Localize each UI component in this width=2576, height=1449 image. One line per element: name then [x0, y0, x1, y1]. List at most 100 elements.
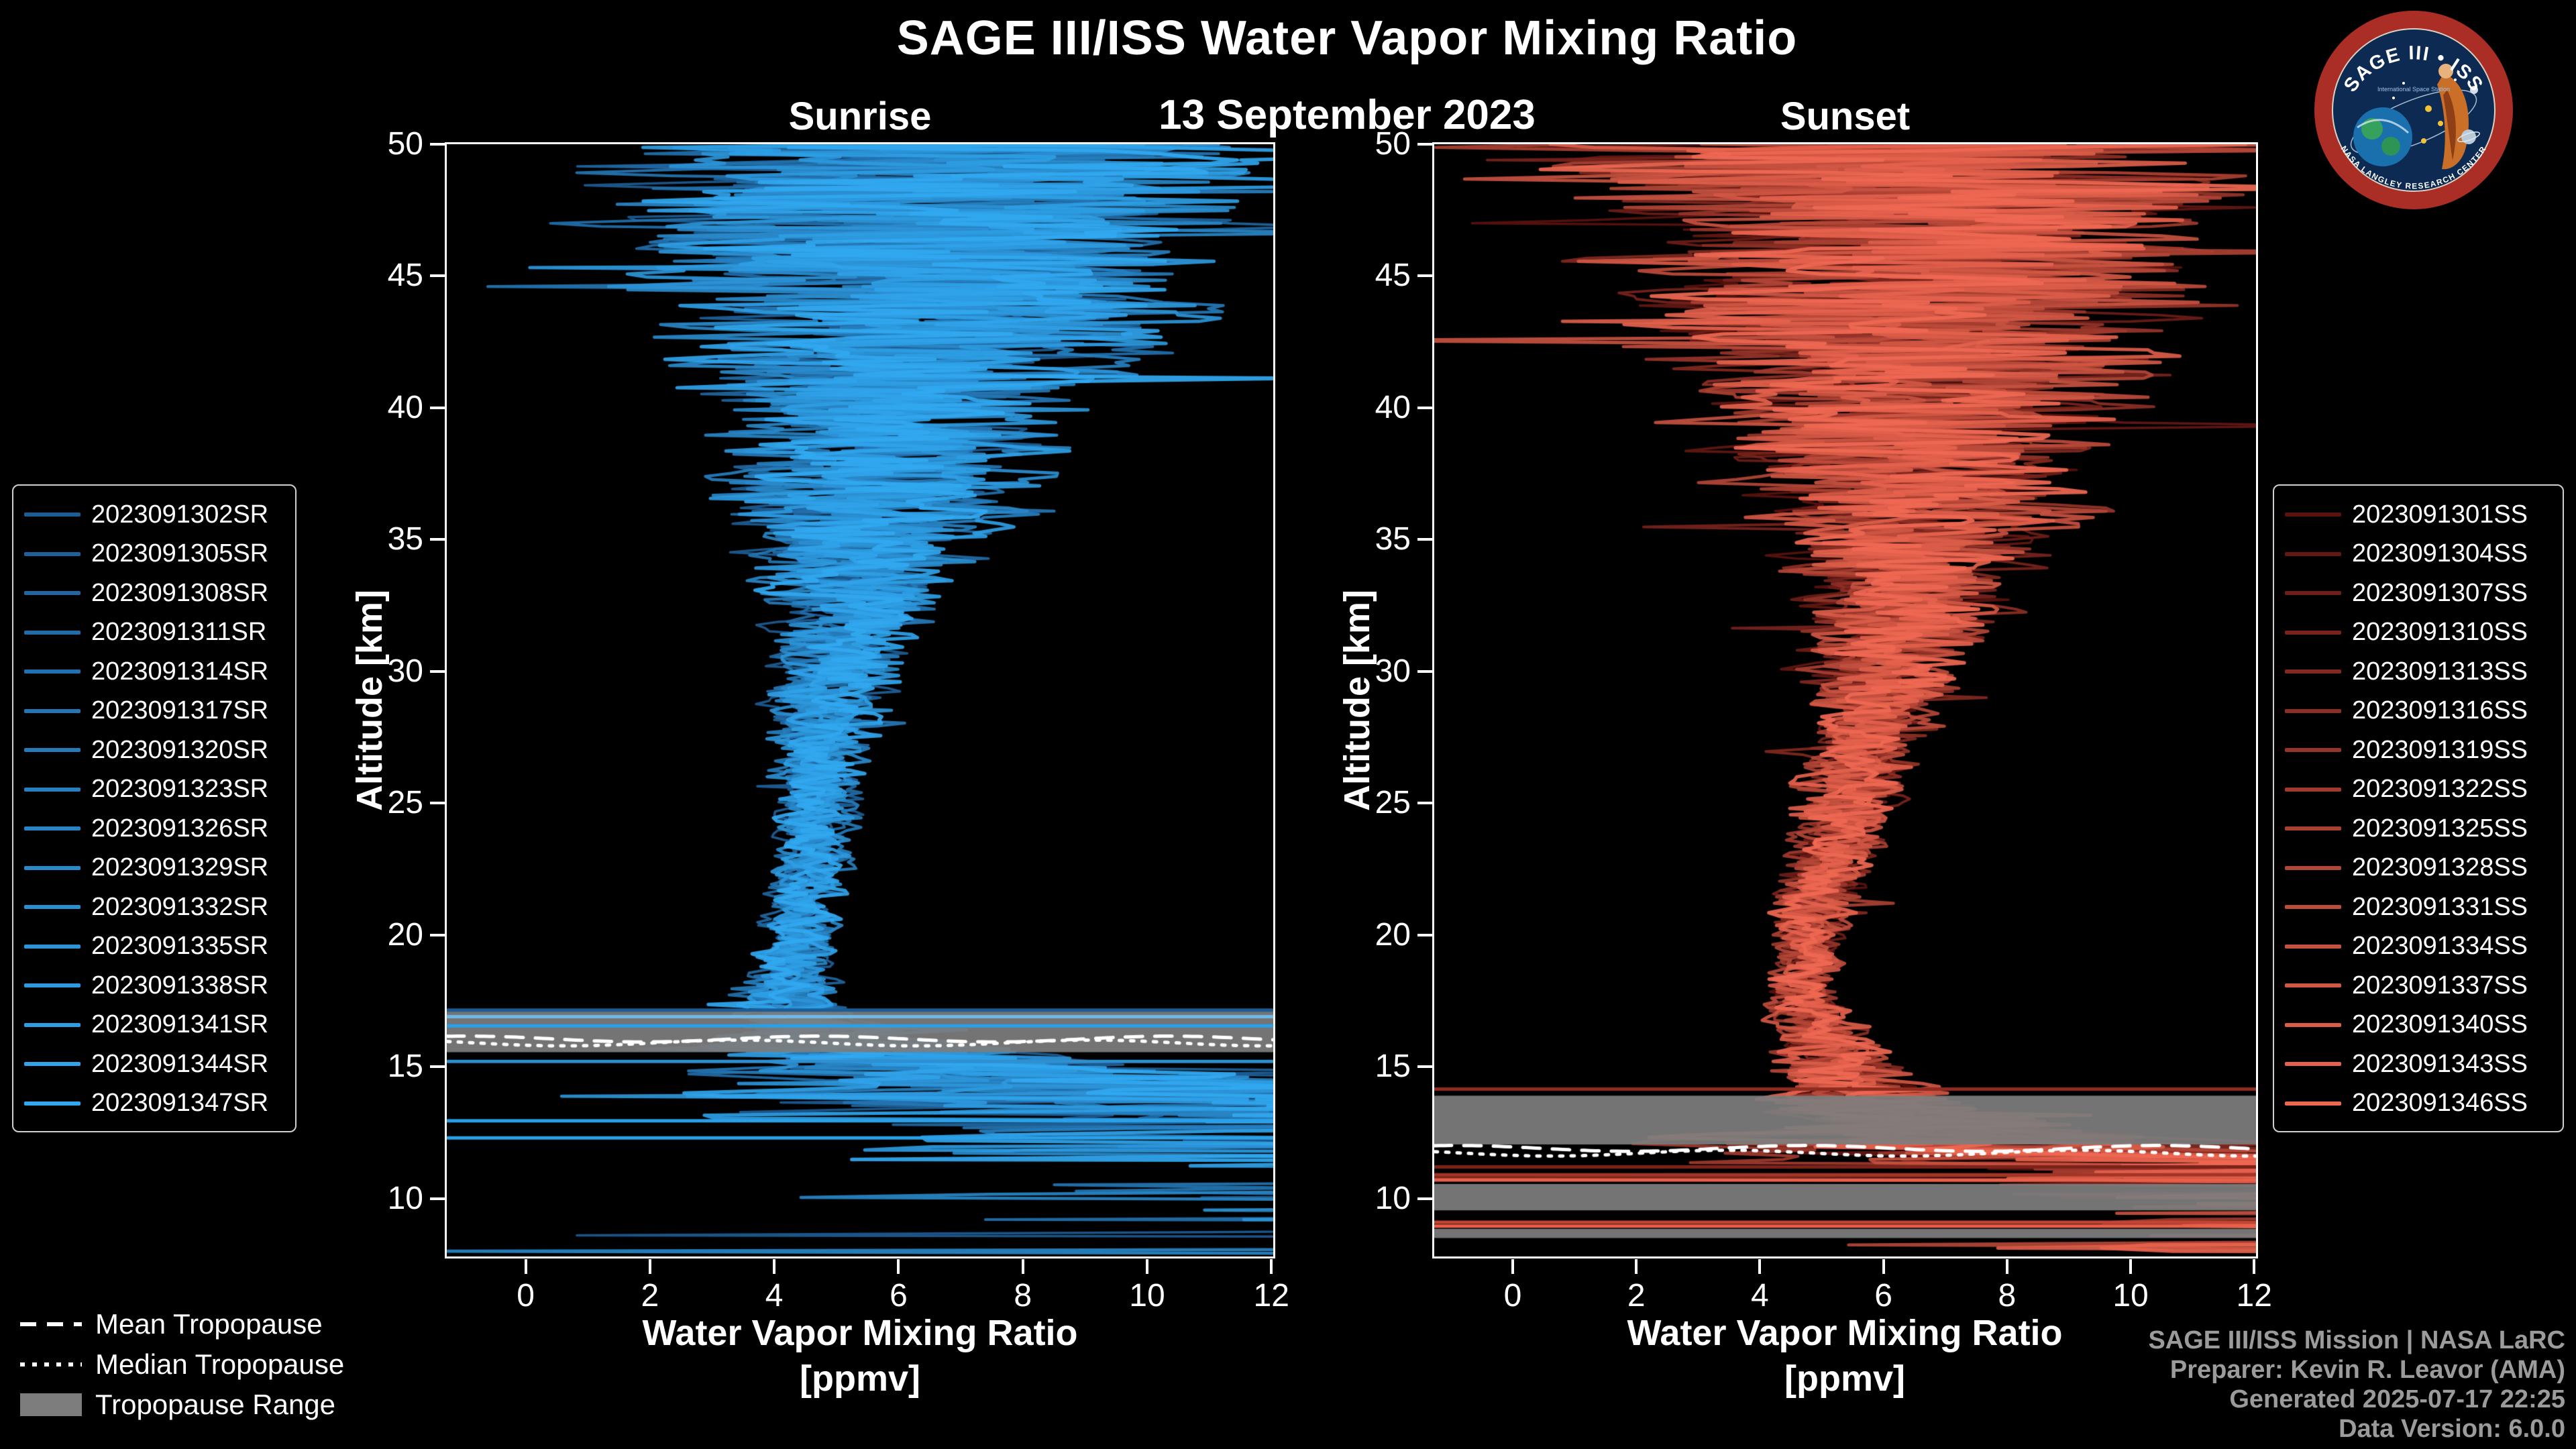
credit-preparer: Preparer: Kevin R. Leavor (AMA)	[2169, 1356, 2565, 1384]
logo-figure-head	[2438, 64, 2453, 78]
y-tick-mark	[430, 538, 445, 541]
series-color-swatch-icon	[2285, 983, 2341, 988]
tropopause-legend: Mean Tropopause Median Tropopause Tropop…	[20, 1304, 344, 1425]
series-id-label: 2023091331SS	[2352, 892, 2528, 921]
median-tropopause-line-icon	[20, 1352, 82, 1377]
logo-sun-dot-icon	[2421, 138, 2426, 144]
series-color-swatch-icon	[2285, 1062, 2341, 1067]
credit-mission: SAGE III/ISS Mission | NASA LaRC	[2148, 1326, 2565, 1354]
series-color-swatch-icon	[2285, 708, 2341, 713]
series-id-label: 2023091319SS	[2352, 735, 2528, 764]
y-tick-mark	[1417, 406, 1432, 409]
series-id-label: 2023091304SS	[2352, 539, 2528, 568]
series-color-swatch-icon	[2285, 1022, 2341, 1027]
series-color-swatch-icon	[24, 669, 80, 674]
series-color-swatch-icon	[24, 708, 80, 713]
series-color-swatch-icon	[24, 748, 80, 753]
x-tick-label: 6	[890, 1278, 908, 1313]
series-id-label: 2023091334SS	[2352, 932, 2528, 961]
series-id-label: 2023091311SR	[91, 618, 267, 647]
y-tick-label: 20	[387, 916, 423, 953]
legend-entry: 2023091317SR	[20, 692, 288, 731]
series-color-swatch-icon	[2285, 787, 2341, 792]
series-id-label: 2023091314SR	[91, 657, 269, 686]
series-color-swatch-icon	[24, 944, 80, 949]
series-id-label: 2023091322SS	[2352, 775, 2528, 804]
x-tick-label: 10	[1129, 1278, 1165, 1313]
series-id-label: 2023091340SS	[2352, 1010, 2528, 1039]
sunset-panel-title: Sunset	[1780, 95, 1911, 138]
legend-entry: 2023091302SR	[20, 495, 288, 535]
legend-entry: 2023091335SR	[20, 927, 288, 967]
x-tick-label: 6	[1874, 1278, 1892, 1313]
series-id-label: 2023091337SS	[2352, 971, 2528, 1000]
series-id-label: 2023091307SS	[2352, 578, 2528, 607]
legend-entry: 2023091301SS	[2281, 495, 2556, 535]
y-tick-mark	[1417, 143, 1432, 146]
sage-iii-iss-logo: SAGE III • ISS International Space Stati…	[2314, 11, 2513, 209]
sunset-legend: 2023091301SS 2023091304SS 2023091307SS 2023…	[2273, 484, 2564, 1132]
sunrise-panel-title: Sunrise	[788, 95, 932, 138]
x-tick-mark	[1882, 1259, 1885, 1274]
mean-tropopause-line-icon	[20, 1312, 82, 1336]
x-tick-mark	[897, 1259, 900, 1274]
x-tick-mark	[773, 1259, 776, 1274]
x-tick-mark	[1758, 1259, 1762, 1274]
legend-entry: 2023091344SR	[20, 1044, 288, 1084]
y-tick-label: 20	[1375, 916, 1411, 953]
tropopause-range-swatch-icon	[20, 1393, 82, 1417]
legend-entry: 2023091314SR	[20, 652, 288, 692]
series-id-label: 2023091341SR	[91, 1010, 269, 1039]
legend-entry: 2023091326SR	[20, 809, 288, 849]
sunset-x-axis-label: Water Vapor Mixing Ratio	[1627, 1313, 2063, 1353]
x-tick-label: 8	[1998, 1278, 2017, 1313]
sunrise-x-axis-label: Water Vapor Mixing Ratio	[642, 1313, 1078, 1353]
y-tick-label: 40	[387, 389, 423, 425]
y-tick-mark	[430, 1197, 445, 1200]
series-color-swatch-icon	[24, 826, 80, 831]
legend-entry: 2023091341SR	[20, 1006, 288, 1045]
y-tick-mark	[1417, 1065, 1432, 1069]
series-id-label: 2023091346SS	[2352, 1089, 2528, 1118]
legend-entry: 2023091313SS	[2281, 652, 2556, 692]
sunrise-y-axis-label: Altitude [km]	[350, 590, 390, 811]
y-tick-mark	[430, 143, 445, 146]
y-tick-mark	[430, 406, 445, 409]
sunrise-plot-canvas	[445, 142, 1275, 1258]
x-tick-label: 10	[2112, 1278, 2149, 1313]
legend-entry: 2023091305SR	[20, 535, 288, 574]
legend-entry: 2023091340SS	[2281, 1006, 2556, 1045]
series-color-swatch-icon	[2285, 905, 2341, 910]
median-tropopause-label: Median Tropopause	[95, 1348, 345, 1380]
logo-sun-dot-icon	[2425, 105, 2432, 112]
legend-entry: 2023091325SS	[2281, 809, 2556, 849]
y-tick-label: 15	[387, 1049, 423, 1085]
series-id-label: 2023091343SS	[2352, 1049, 2528, 1078]
logo-earth-cloud	[2357, 119, 2409, 134]
series-color-swatch-icon	[2285, 591, 2341, 596]
x-tick-mark	[1511, 1259, 1514, 1274]
legend-entry: 2023091338SR	[20, 966, 288, 1006]
y-tick-label: 15	[1375, 1049, 1411, 1085]
legend-entry: 2023091308SR	[20, 574, 288, 613]
y-tick-mark	[1417, 802, 1432, 805]
series-id-label: 2023091325SS	[2352, 814, 2528, 843]
series-color-swatch-icon	[24, 1062, 80, 1067]
series-color-swatch-icon	[2285, 826, 2341, 831]
y-tick-mark	[430, 274, 445, 278]
legend-entry: 2023091328SS	[2281, 849, 2556, 888]
series-id-label: 2023091323SR	[91, 775, 269, 804]
sunset-plot-canvas	[1432, 142, 2258, 1258]
legend-entry: 2023091343SS	[2281, 1044, 2556, 1084]
series-color-swatch-icon	[24, 865, 80, 870]
logo-moon-icon	[2470, 86, 2478, 94]
x-tick-mark	[1145, 1259, 1148, 1274]
credits-block: SAGE III/ISS Mission | NASA LaRC Prepare…	[2148, 1326, 2565, 1444]
series-color-swatch-icon	[24, 983, 80, 988]
tropopause-range-label: Tropopause Range	[95, 1389, 336, 1420]
x-tick-mark	[2253, 1259, 2256, 1274]
series-id-label: 2023091313SS	[2352, 657, 2528, 686]
x-tick-mark	[648, 1259, 651, 1274]
y-tick-label: 35	[387, 521, 423, 557]
